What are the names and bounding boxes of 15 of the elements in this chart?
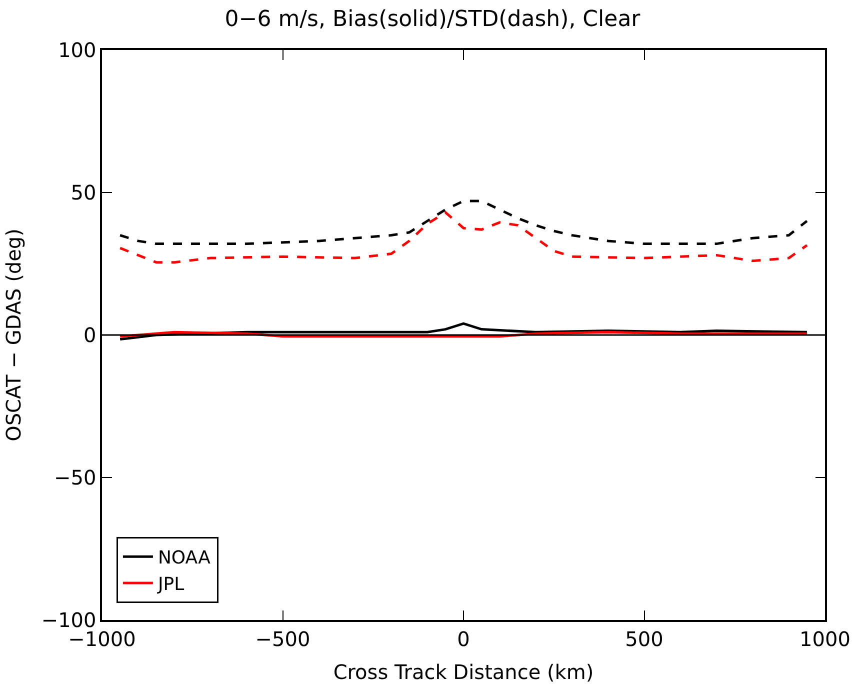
y-axis-title: OSCAT − GDAS (deg) xyxy=(1,228,26,442)
legend-label: JPL xyxy=(156,574,184,596)
y-tick-label: 50 xyxy=(70,180,96,204)
line-series xyxy=(118,200,808,246)
y-tick-label: 100 xyxy=(58,38,96,62)
y-tick-label: −50 xyxy=(54,466,96,490)
x-tick-label: 500 xyxy=(625,626,664,651)
x-tick-label: −500 xyxy=(255,626,310,651)
chart-title: 0−6 m/s, Bias(solid)/STD(dash), Clear xyxy=(224,6,642,32)
x-tick-label: 0 xyxy=(457,626,470,651)
legend-label: NOAA xyxy=(158,548,212,569)
y-tick-label: 0 xyxy=(84,323,96,347)
line-series xyxy=(118,211,808,264)
x-axis-title: Cross Track Distance (km) xyxy=(333,660,594,684)
x-tick-label: 1000 xyxy=(800,626,850,651)
